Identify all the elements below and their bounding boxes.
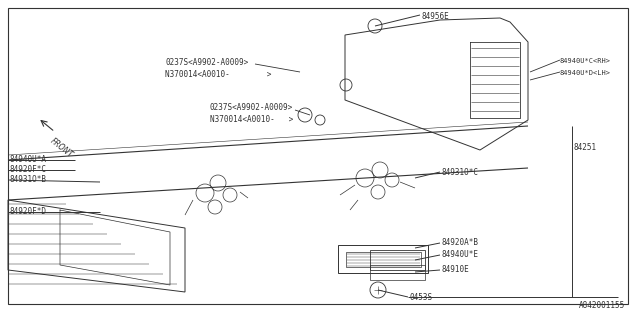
Bar	[370, 250, 425, 270]
Text: 84920F*D: 84920F*D	[10, 207, 47, 216]
Text: A842001155: A842001155	[579, 301, 625, 310]
Bar	[338, 245, 428, 273]
Text: 0237S<A9902-A0009>: 0237S<A9902-A0009>	[165, 58, 248, 67]
Text: 84910E: 84910E	[442, 265, 470, 274]
Text: 84956E: 84956E	[422, 12, 450, 21]
Bar	[370, 265, 425, 280]
Text: 84931O*C: 84931O*C	[442, 168, 479, 177]
Text: N370014<A0010-   >: N370014<A0010- >	[210, 115, 293, 124]
Text: 84931O*B: 84931O*B	[10, 175, 47, 184]
Text: 84920A*B: 84920A*B	[442, 238, 479, 247]
Text: 0237S<A9902-A0009>: 0237S<A9902-A0009>	[210, 103, 293, 112]
Text: 84251: 84251	[574, 143, 597, 152]
Text: 84940U*A: 84940U*A	[10, 155, 47, 164]
Text: FRONT: FRONT	[49, 136, 75, 160]
Text: 84940U*E: 84940U*E	[442, 250, 479, 259]
Text: 84940U*C<RH>: 84940U*C<RH>	[560, 58, 611, 64]
Bar	[346, 252, 421, 267]
Text: 84920F*C: 84920F*C	[10, 165, 47, 174]
Text: N370014<A0010-        >: N370014<A0010- >	[165, 70, 271, 79]
Text: 84940U*D<LH>: 84940U*D<LH>	[560, 70, 611, 76]
Text: 0453S: 0453S	[410, 293, 433, 302]
